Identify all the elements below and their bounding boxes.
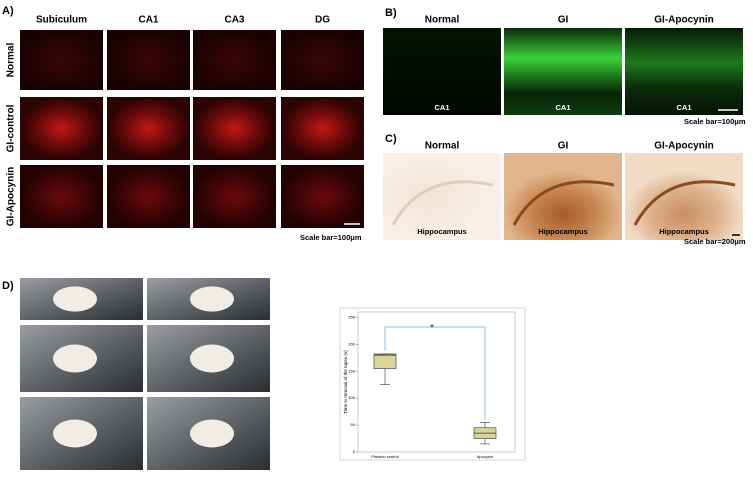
- histology-image: [625, 153, 743, 240]
- y-tick-label: 150: [348, 368, 355, 373]
- scale-bar-label: Scale bar=100μm: [300, 233, 362, 242]
- y-tick-label: 50: [351, 422, 356, 427]
- fluorescence-image: [281, 165, 364, 228]
- scale-bar-label: Scale bar=100μm: [684, 117, 746, 126]
- fluorescence-image: [193, 97, 276, 160]
- column-header: CA3: [224, 15, 244, 26]
- fluorescence-image: [383, 28, 501, 115]
- hippocampus-outline: [512, 180, 615, 226]
- rat: [53, 344, 97, 373]
- panel-label: A): [2, 5, 14, 17]
- column-header: GI: [558, 141, 569, 152]
- fluorescence-image: [281, 30, 364, 90]
- fluorescence-image: [281, 97, 364, 160]
- row-label: GI-control: [6, 104, 17, 152]
- histology-image: [383, 153, 501, 240]
- column-header: GI-Apocynin: [654, 15, 713, 26]
- y-tick-label: 200: [348, 341, 355, 346]
- fluorescence-image: [107, 97, 190, 160]
- hippocampus-outline: [391, 180, 494, 226]
- rat: [53, 419, 97, 448]
- histology-image: [504, 153, 622, 240]
- image-label: CA1: [555, 103, 570, 112]
- x-tick-label: Apocynin: [477, 454, 493, 459]
- column-header: CA1: [138, 15, 158, 26]
- fluorescence-image: [20, 165, 103, 228]
- column-header: Normal: [425, 15, 460, 26]
- fluorescence-image: [625, 28, 743, 115]
- y-tick-label: 100: [348, 395, 355, 400]
- panel-label: D): [2, 280, 14, 292]
- image-label: CA1: [676, 103, 691, 112]
- image-label: Hippocampus: [538, 227, 588, 236]
- column-header: Normal: [425, 141, 460, 152]
- significance-bracket: [384, 326, 486, 420]
- fluorescence-image: [107, 165, 190, 228]
- row-label: Normal: [6, 43, 17, 78]
- y-tick-label: 0: [353, 449, 356, 454]
- plot-area: [357, 311, 516, 453]
- image-label: Hippocampus: [417, 227, 467, 236]
- row-label: GI-Apocynin: [6, 167, 17, 226]
- fluorescence-image: [504, 28, 622, 115]
- fluorescence-image: [193, 30, 276, 90]
- significance-mark: *: [430, 322, 434, 332]
- column-header: Subiculum: [36, 15, 87, 26]
- y-axis-label: Time to removal of the tapes (s): [343, 350, 348, 414]
- rat: [53, 286, 97, 312]
- image-label: Hippocampus: [659, 227, 709, 236]
- column-header: GI-Apocynin: [654, 141, 713, 152]
- panel-label: C): [385, 133, 397, 145]
- rat: [190, 419, 234, 448]
- column-header: GI: [558, 15, 569, 26]
- fluorescence-image: [107, 30, 190, 90]
- rat: [190, 344, 234, 373]
- image-label: CA1: [434, 103, 449, 112]
- box: [373, 353, 397, 369]
- fluorescence-image: [20, 97, 103, 160]
- figure-content: A) Subiculum CA1 CA3 DG Normal GI-control GI-Ap…: [2, 5, 746, 470]
- y-tick-label: 250: [348, 314, 355, 319]
- panel-label: B): [385, 7, 397, 19]
- scale-bar-label: Scale bar=200μm: [684, 237, 746, 246]
- fluorescence-image: [193, 165, 276, 228]
- x-tick-label: Placebo control: [371, 454, 399, 459]
- fluorescence-image: [20, 30, 103, 90]
- hippocampus-outline: [633, 180, 736, 226]
- rat: [190, 286, 234, 312]
- column-header: DG: [315, 15, 330, 26]
